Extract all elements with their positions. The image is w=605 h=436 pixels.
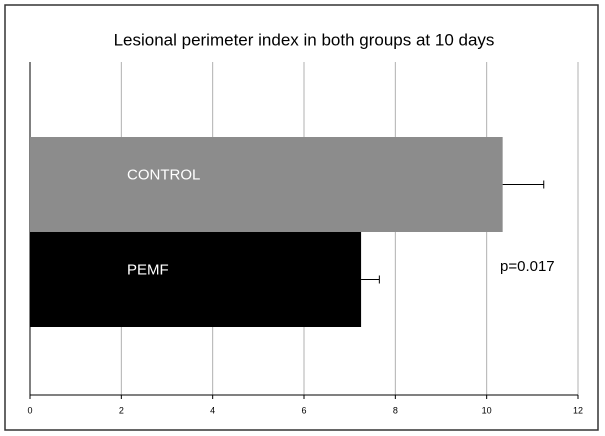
- annotation: p=0.017: [500, 258, 555, 275]
- chart-title: Lesional perimeter index in both groups …: [114, 30, 495, 49]
- category-label: PEMF: [127, 261, 169, 278]
- x-tick-label: 12: [573, 405, 583, 415]
- x-tick-label: 8: [393, 405, 398, 415]
- category-label: CONTROL: [127, 166, 200, 183]
- x-tick-label: 10: [482, 405, 492, 415]
- x-tick-label: 4: [210, 405, 215, 415]
- x-tick-label: 0: [27, 405, 32, 415]
- x-tick-label: 2: [119, 405, 124, 415]
- bar: [30, 232, 362, 327]
- bar: [30, 137, 503, 232]
- x-tick-label: 6: [301, 405, 306, 415]
